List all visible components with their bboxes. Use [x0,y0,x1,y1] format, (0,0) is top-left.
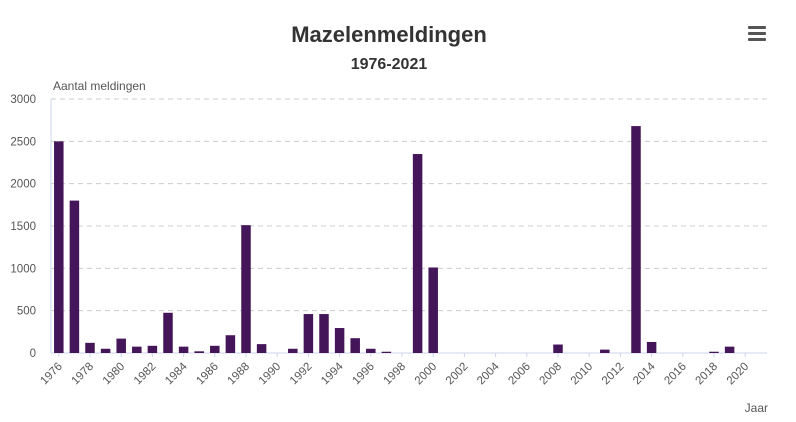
bar [319,314,329,353]
x-tick-label: 1980 [101,361,128,388]
bar [241,225,251,353]
x-tick-label: 1978 [70,361,97,388]
bar [709,351,719,353]
x-tick-label: 1998 [382,361,409,388]
chart-title: Mazelenmeldingen [291,22,487,47]
x-tick-label: 1984 [163,360,190,387]
hamburger-menu-icon[interactable] [744,26,770,46]
bar [600,349,610,353]
bar [366,348,376,353]
x-tick-label: 1992 [288,361,315,388]
bar [194,351,204,353]
bar [631,126,641,354]
x-tick-label: 2000 [413,361,440,388]
x-tick-label: 2008 [538,361,565,388]
bar [85,342,95,353]
bar [412,154,423,353]
y-tick-label: 2000 [10,179,36,191]
y-tick-label: 1500 [10,221,36,233]
bar [225,335,236,353]
x-tick-label: 1990 [257,361,284,388]
y-tick-label: 500 [17,306,36,318]
bar [381,351,392,353]
x-tick-label: 1982 [132,361,159,388]
bar [116,338,126,353]
x-tick-label: 1988 [226,361,253,388]
x-tick-label: 2020 [725,361,752,388]
y-tick-label: 1000 [10,263,36,275]
bar [210,345,220,353]
bar [147,345,158,353]
y-tick-label: 0 [30,348,36,360]
bar [54,141,64,353]
x-tick-label: 2018 [694,361,721,388]
bar [178,346,189,353]
x-tick-label: 2006 [506,361,533,388]
bar [132,346,142,353]
bar [553,344,563,353]
bar [303,314,314,353]
bar [256,344,267,353]
x-tick-label: 1994 [319,360,346,387]
x-tick-label: 1976 [38,361,65,388]
bar [288,348,298,353]
y-tick-label: 2500 [10,136,36,148]
x-tick-label: 2012 [600,361,627,388]
x-tick-label: 2010 [569,361,596,388]
x-axis-title: Jaar [745,401,768,415]
bar [69,200,80,353]
bar [100,348,111,353]
bar [428,267,438,353]
x-tick-label: 1986 [194,361,221,388]
x-tick-label: 2002 [444,361,471,388]
y-axis-title: Aantal meldingen [53,79,146,93]
bar [334,328,345,353]
bar [350,338,360,353]
bar [163,312,173,353]
x-tick-label: 2016 [662,361,689,388]
chart-subtitle: 1976-2021 [350,56,428,73]
y-tick-label: 3000 [10,94,36,106]
x-tick-label: 1996 [350,361,377,388]
bar [646,341,657,353]
x-tick-label: 2014 [631,360,658,387]
x-tick-label: 2004 [475,360,502,387]
bar [724,346,735,353]
